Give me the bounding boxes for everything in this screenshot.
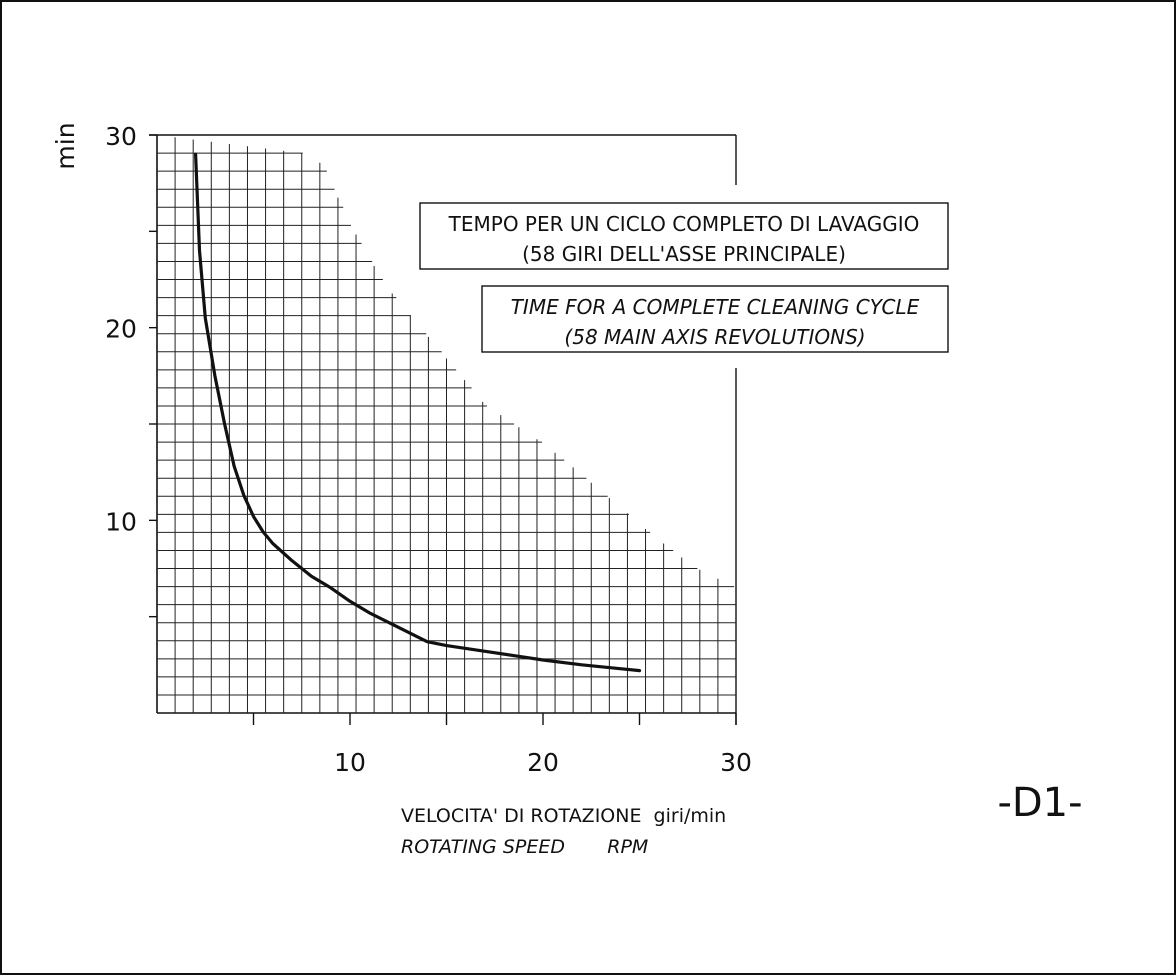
y-tick-label: 20 <box>105 315 137 344</box>
note-english-line-2: (58 MAIN AXIS REVOLUTIONS) <box>564 325 865 349</box>
note-box-italian-frame <box>419 202 949 270</box>
y-axis-label: min <box>51 122 80 169</box>
y-tick-label: 10 <box>105 507 137 536</box>
note-box-english-frame <box>481 285 949 353</box>
grid <box>157 137 736 713</box>
note-box-english: TIME FOR A COMPLETE CLEANING CYCLE (58 M… <box>481 285 949 353</box>
drawing-tag: -D1- <box>997 780 1082 826</box>
note-box-italian: TEMPO PER UN CICLO COMPLETO DI LAVAGGIO … <box>419 202 949 270</box>
x-tick-label: 10 <box>334 748 366 777</box>
note-english-line-1: TIME FOR A COMPLETE CLEANING CYCLE <box>511 295 920 319</box>
curve <box>194 152 642 673</box>
x-tick-label: 20 <box>527 748 559 777</box>
series-line <box>194 152 642 673</box>
note-italian-line-1: TEMPO PER UN CICLO COMPLETO DI LAVAGGIO <box>448 212 920 236</box>
y-tick-label: 30 <box>105 122 137 151</box>
note-italian-line-2: (58 GIRI DELL'ASSE PRINCIPALE) <box>522 242 846 266</box>
x-axis-label: VELOCITA' DI ROTAZIONE giri/min <box>401 805 726 827</box>
x-axis-label-english: ROTATING SPEED RPM <box>401 836 648 858</box>
x-tick-label: 30 <box>720 748 752 777</box>
axis-ticks: 10 20 30 10 20 30 <box>105 122 752 777</box>
